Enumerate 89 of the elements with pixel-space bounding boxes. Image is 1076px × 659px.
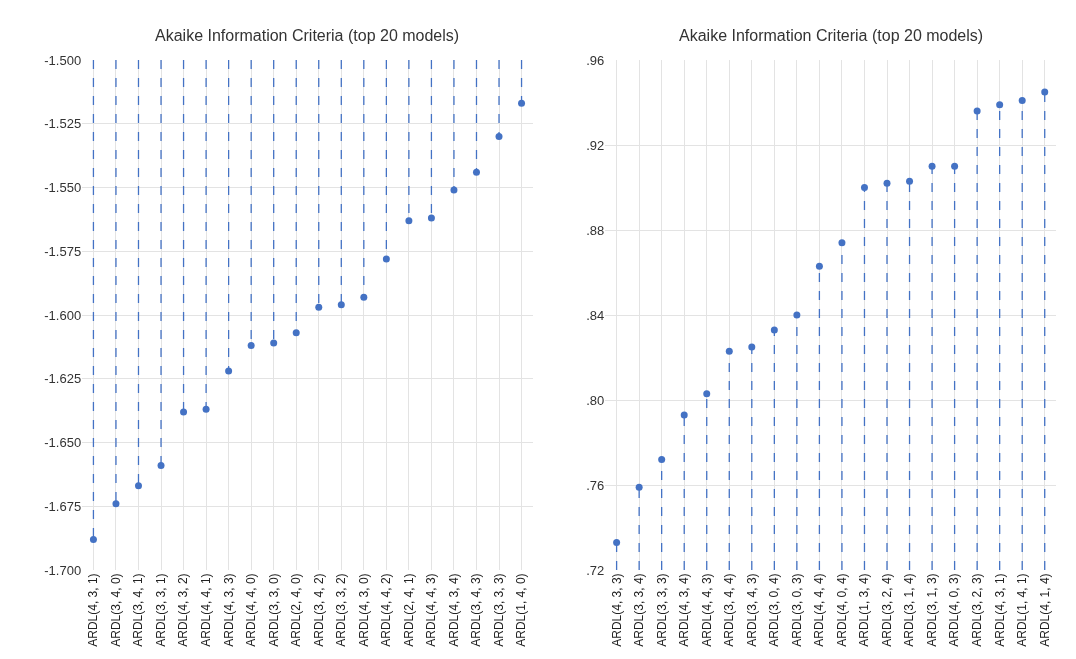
y-tick-label: -1.650	[44, 435, 82, 451]
x-tick-label: ARDL(4, 3, 2)	[176, 573, 191, 647]
x-tick-label: ARDL(3, 2, 4)	[879, 573, 894, 647]
x-tick-label: ARDL(4, 3, 1)	[86, 573, 101, 647]
point	[996, 101, 1004, 109]
x-tick-label: ARDL(3, 4, 3)	[469, 573, 484, 647]
point	[815, 262, 823, 270]
x-tick-label: ARDL(4, 3, 3)	[609, 573, 624, 647]
x-tick-label: ARDL(3, 3, 4)	[632, 573, 647, 647]
x-tick-label: ARDL(1, 4, 0)	[514, 573, 529, 647]
x-tick-label: ARDL(3, 1, 4)	[902, 573, 917, 647]
x-tick-label: ARDL(4, 4, 3)	[699, 573, 714, 647]
point	[315, 303, 323, 311]
x-tick-label: ARDL(3, 4, 3)	[744, 573, 759, 647]
chart-title: Akaike Information Criteria (top 20 models)	[679, 27, 984, 44]
point	[180, 408, 188, 416]
y-tick-label: .88	[586, 222, 605, 238]
x-tick-label: ARDL(1, 4, 1)	[1015, 573, 1030, 647]
x-tick-label: ARDL(3, 2, 3)	[970, 573, 985, 647]
point	[951, 162, 959, 170]
x-tick-label: ARDL(3, 3, 0)	[266, 573, 281, 647]
point	[703, 390, 711, 398]
point	[518, 99, 526, 107]
x-tick-label: ARDL(4, 3, 4)	[446, 573, 461, 647]
y-tick-label: .80	[586, 392, 605, 408]
point	[225, 367, 233, 375]
x-tick-label: ARDL(3, 4, 1)	[131, 573, 146, 647]
x-tick-label: ARDL(2, 4, 0)	[289, 573, 304, 647]
x-tick-label: ARDL(3, 0, 4)	[767, 573, 782, 647]
y-tick-label: .96	[586, 52, 605, 68]
point	[613, 538, 621, 546]
point	[1018, 96, 1026, 104]
x-tick-label: ARDL(3, 4, 4)	[722, 573, 737, 647]
x-tick-label: ARDL(4, 4, 4)	[812, 573, 827, 647]
point	[770, 326, 778, 334]
point	[405, 217, 413, 225]
point	[337, 301, 345, 309]
x-tick-label: ARDL(4, 4, 0)	[244, 573, 259, 647]
point	[680, 411, 688, 419]
point	[860, 184, 868, 191]
x-tick-label: ARDL(4, 1, 4)	[1037, 573, 1052, 647]
point	[292, 329, 300, 337]
point	[360, 293, 368, 301]
y-tick-label: -1.625	[44, 371, 82, 387]
y-tick-label: -1.675	[44, 498, 82, 514]
x-tick-label: ARDL(3, 3, 1)	[153, 573, 168, 647]
y-tick-label: -1.575	[44, 243, 82, 259]
y-tick-label: -1.525	[44, 116, 82, 132]
point	[658, 456, 666, 463]
x-tick-label: ARDL(4, 0, 4)	[834, 573, 849, 647]
x-tick-label: ARDL(3, 4, 0)	[108, 573, 123, 647]
point	[270, 339, 278, 347]
point	[635, 483, 643, 491]
point	[89, 535, 97, 543]
x-tick-label: ARDL(4, 3, 4)	[677, 573, 692, 647]
x-tick-label: ARDL(3, 3, 2)	[334, 573, 349, 647]
point	[247, 342, 255, 350]
y-tick-label: .76	[586, 477, 605, 493]
point	[472, 168, 480, 176]
x-tick-label: ARDL(3, 0, 3)	[789, 573, 804, 647]
x-tick-label: ARDL(3, 3, 3)	[491, 573, 506, 647]
x-tick-label: ARDL(2, 4, 1)	[401, 573, 416, 647]
y-tick-label: -1.700	[44, 562, 82, 578]
x-tick-label: ARDL(4, 4, 1)	[198, 573, 213, 647]
y-tick-label: -1.550	[44, 180, 82, 196]
x-tick-label: ARDL(4, 3, 1)	[992, 573, 1007, 647]
chart-title: Akaike Information Criteria (top 20 models)	[155, 27, 460, 44]
point	[1041, 88, 1049, 96]
x-tick-label: ARDL(4, 0, 3)	[947, 573, 962, 647]
point	[725, 347, 733, 355]
x-tick-label: ARDL(1, 3, 4)	[857, 573, 872, 647]
x-tick-label: ARDL(4, 4, 2)	[379, 573, 394, 647]
point	[748, 343, 756, 351]
y-tick-label: .72	[586, 562, 605, 578]
point	[112, 500, 120, 508]
point	[134, 482, 142, 490]
y-tick-label: .84	[586, 307, 605, 323]
x-tick-label: ARDL(3, 4, 2)	[311, 573, 326, 647]
x-tick-label: ARDL(4, 4, 3)	[424, 573, 439, 647]
point	[382, 255, 390, 263]
y-tick-label: -1.600	[44, 307, 82, 323]
point	[906, 177, 914, 185]
y-tick-label: -1.500	[44, 52, 82, 68]
x-tick-label: ARDL(4, 3, 0)	[356, 573, 371, 647]
x-tick-label: ARDL(3, 3, 3)	[654, 573, 669, 647]
x-tick-label: ARDL(3, 1, 3)	[924, 573, 939, 647]
point	[427, 214, 435, 222]
y-tick-label: .92	[586, 137, 605, 153]
x-tick-label: ARDL(4, 3, 3)	[221, 573, 236, 647]
